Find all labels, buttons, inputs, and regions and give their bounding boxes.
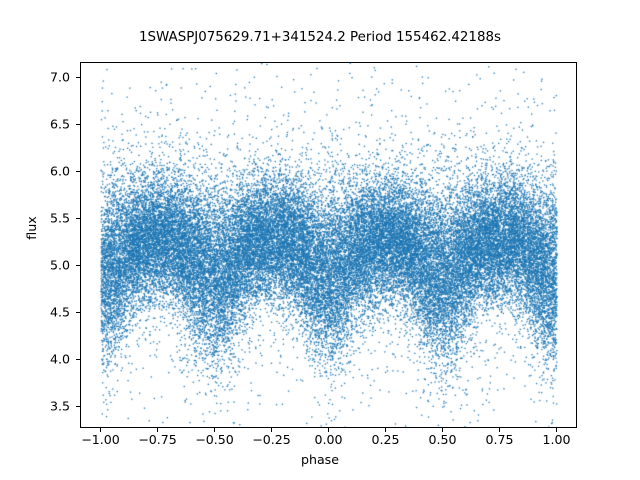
- x-tick-label: −0.25: [252, 432, 291, 447]
- plot-area: [80, 62, 577, 428]
- y-tick-mark: [76, 311, 80, 313]
- y-tick-label: 4.0: [49, 351, 70, 367]
- page-title: 1SWASPJ075629.71+341524.2 Period 155462.…: [139, 30, 501, 45]
- x-tick-mark: [384, 428, 387, 432]
- x-tick-label: 0.25: [371, 432, 400, 447]
- x-tick-mark: [100, 428, 102, 432]
- y-tick-mark: [76, 76, 80, 78]
- x-tick-label: −0.75: [138, 432, 177, 447]
- y-tick-label: 6.5: [49, 116, 70, 132]
- x-tick-mark: [441, 428, 444, 432]
- y-tick-label: 3.5: [49, 398, 70, 414]
- y-tick-label: 4.5: [49, 304, 70, 320]
- x-tick-mark: [498, 428, 501, 432]
- y-tick-label: 7.0: [49, 69, 70, 85]
- x-tick-mark: [555, 428, 558, 432]
- y-tick-mark: [76, 170, 80, 172]
- y-tick-label: 6.0: [49, 163, 70, 179]
- x-tick-mark: [271, 428, 273, 432]
- y-axis-label: flux: [24, 216, 39, 240]
- y-tick-label: 5.5: [49, 210, 70, 226]
- x-tick-label: 1.00: [542, 432, 571, 447]
- scatter-points: [81, 63, 576, 427]
- x-tick-mark: [214, 428, 216, 432]
- x-tick-label: −1.00: [81, 432, 120, 447]
- y-tick-label: 5.0: [49, 257, 70, 273]
- x-tick-label: 0.75: [485, 432, 514, 447]
- y-tick-mark: [76, 217, 80, 219]
- x-tick-mark: [157, 428, 159, 432]
- x-tick-label: −0.50: [195, 432, 234, 447]
- y-tick-mark: [76, 405, 80, 407]
- x-tick-label: 0.50: [428, 432, 457, 447]
- x-axis-label: phase: [300, 452, 339, 467]
- y-tick-mark: [76, 358, 80, 360]
- x-tick-mark: [328, 428, 330, 432]
- x-tick-label: 0.00: [314, 432, 343, 447]
- y-tick-mark: [76, 264, 80, 266]
- y-tick-mark: [76, 123, 80, 125]
